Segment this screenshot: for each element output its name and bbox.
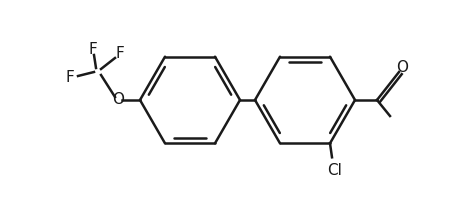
Text: F: F bbox=[66, 70, 74, 84]
Text: F: F bbox=[116, 46, 125, 62]
Text: O: O bbox=[112, 92, 124, 108]
Text: F: F bbox=[89, 43, 97, 58]
Text: O: O bbox=[396, 60, 408, 74]
Text: Cl: Cl bbox=[328, 163, 343, 178]
